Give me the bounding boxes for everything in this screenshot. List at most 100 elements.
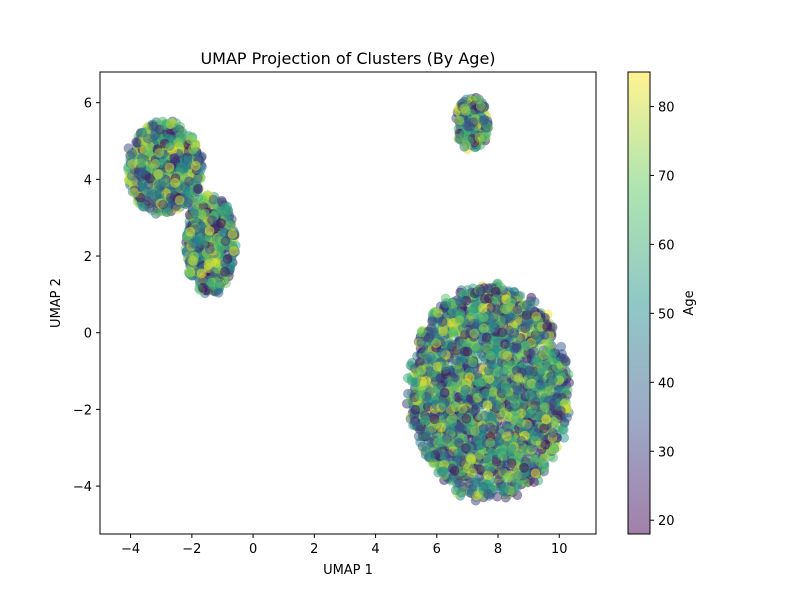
scatter-point — [506, 443, 517, 454]
y-tick-label: 6 — [84, 97, 92, 112]
scatter-point — [512, 304, 523, 315]
scatter-point — [477, 115, 488, 126]
colorbar-label: Age — [682, 290, 697, 315]
scatter-point — [173, 137, 184, 148]
colorbar — [628, 72, 650, 534]
scatter-point — [460, 384, 471, 395]
scatter-point — [485, 462, 496, 473]
scatter-point — [464, 487, 475, 498]
scatter-point — [438, 400, 449, 411]
scatter-point — [469, 328, 480, 339]
scatter-point — [127, 158, 138, 169]
scatter-point — [157, 157, 168, 168]
scatter-point — [531, 354, 542, 365]
scatter-point — [482, 400, 493, 411]
scatter-point — [497, 349, 508, 360]
scatter-point — [197, 194, 208, 205]
scatter-point — [193, 183, 204, 194]
y-tick-label: 0 — [84, 327, 92, 342]
scatter-point — [454, 315, 465, 326]
scatter-point — [511, 413, 522, 424]
scatter-point — [474, 132, 485, 143]
scatter-point — [158, 199, 169, 210]
scatter-point — [454, 423, 465, 434]
scatter-point — [535, 457, 546, 468]
scatter-point — [501, 473, 512, 484]
scatter-point — [129, 187, 140, 198]
scatter-point — [439, 387, 450, 398]
x-tick-label: 8 — [494, 542, 502, 557]
scatter-point — [208, 194, 219, 205]
x-tick-label: 4 — [371, 542, 379, 557]
colorbar-ticks: 20 30 40 50 60 70 80 — [650, 100, 675, 529]
scatter-point — [508, 327, 519, 338]
colorbar-tick-label: 70 — [658, 169, 675, 184]
scatter-point — [432, 307, 443, 318]
scatter-point — [504, 390, 515, 401]
scatter-point — [438, 326, 449, 337]
scatter-point — [187, 144, 198, 155]
scatter-point — [560, 356, 571, 367]
scatter-point — [556, 341, 567, 352]
scatter-point — [444, 449, 455, 460]
scatter-point — [154, 147, 165, 158]
scatter-point — [197, 282, 208, 293]
scatter-point — [457, 403, 468, 414]
x-tick-label: 6 — [433, 542, 441, 557]
scatter-point — [464, 460, 475, 471]
scatter-point — [454, 115, 465, 126]
scatter-point — [539, 402, 550, 413]
scatter-point — [183, 176, 194, 187]
scatter-point — [155, 181, 166, 192]
scatter-point — [220, 236, 231, 247]
scatter-point — [549, 443, 560, 454]
scatter-point — [447, 327, 458, 338]
scatter-point — [224, 220, 235, 231]
scatter-point — [169, 153, 180, 164]
scatter-point — [190, 160, 201, 171]
scatter-point — [512, 478, 523, 489]
scatter-point — [425, 425, 436, 436]
scatter-point — [511, 342, 522, 353]
scatter-point — [188, 255, 199, 266]
scatter-point — [458, 129, 469, 140]
scatter-point — [436, 422, 447, 433]
colorbar-tick-label: 40 — [658, 376, 675, 391]
scatter-point — [520, 340, 531, 351]
scatter-point — [485, 350, 496, 361]
scatter-point — [207, 215, 218, 226]
scatter-point — [204, 244, 215, 255]
scatter-point — [432, 361, 443, 372]
scatter-point — [452, 448, 463, 459]
x-axis-label: UMAP 1 — [323, 563, 373, 578]
scatter-point — [501, 431, 512, 442]
scatter-point — [414, 390, 425, 401]
y-tick-label: 4 — [84, 173, 92, 188]
scatter-point — [415, 424, 426, 435]
scatter-point — [126, 170, 137, 181]
scatter-point — [502, 364, 513, 375]
scatter-point — [546, 351, 557, 362]
scatter-point — [491, 294, 502, 305]
scatter-point — [146, 163, 157, 174]
x-tick-label: 0 — [249, 542, 257, 557]
scatter-point — [558, 424, 569, 435]
scatter-point — [524, 390, 535, 401]
x-tick-label: 10 — [551, 542, 568, 557]
scatter-point — [165, 119, 176, 130]
colorbar-tick-label: 80 — [658, 100, 675, 115]
scatter-point — [497, 451, 508, 462]
scatter-point — [547, 375, 558, 386]
scatter-point — [174, 195, 185, 206]
scatter-point — [510, 398, 521, 409]
scatter-point — [214, 279, 225, 290]
colorbar-tick-label: 20 — [658, 514, 675, 529]
scatter-point — [216, 218, 227, 229]
scatter-point — [164, 162, 175, 173]
scatter-point — [185, 226, 196, 237]
scatter-point — [142, 196, 153, 207]
scatter-point — [427, 316, 438, 327]
scatter-point — [541, 414, 552, 425]
scatter-point — [460, 105, 471, 116]
scatter-point — [189, 208, 200, 219]
